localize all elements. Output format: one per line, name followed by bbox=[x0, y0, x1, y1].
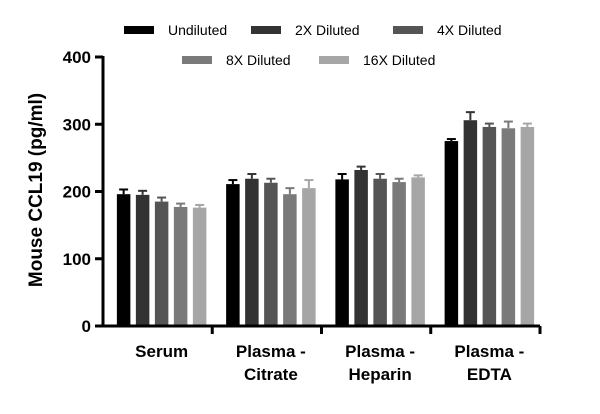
y-tick-label: 200 bbox=[63, 183, 91, 202]
legend-label: Undiluted bbox=[168, 22, 227, 38]
x-tick-label: Serum bbox=[135, 342, 188, 361]
x-tick-label: Plasma - bbox=[345, 342, 415, 361]
bar bbox=[116, 194, 131, 326]
x-tick-label: Plasma - bbox=[236, 342, 306, 361]
bar bbox=[444, 141, 459, 326]
axes-group: 0 100 200 300 400 Serum Plasma - Citrate Plasma … bbox=[63, 48, 542, 384]
bar bbox=[463, 120, 478, 326]
y-tick-label: 400 bbox=[63, 48, 91, 67]
bar bbox=[192, 207, 207, 326]
bar bbox=[264, 182, 278, 326]
bar bbox=[520, 126, 535, 326]
bar bbox=[392, 182, 406, 326]
bar bbox=[302, 188, 316, 326]
bar bbox=[373, 178, 387, 326]
legend: Undiluted 2X Diluted 4X Diluted 8X Diluted 1… bbox=[124, 22, 502, 68]
legend-label: 2X Diluted bbox=[295, 22, 360, 38]
bar bbox=[173, 206, 188, 326]
x-tick-label: EDTA bbox=[467, 365, 512, 384]
legend-label: 16X Diluted bbox=[363, 52, 435, 68]
legend-label: 4X Diluted bbox=[437, 22, 502, 38]
legend-swatch bbox=[124, 26, 154, 34]
bar bbox=[501, 128, 516, 326]
legend-label: 8X Diluted bbox=[226, 52, 291, 68]
legend-swatch bbox=[251, 26, 281, 34]
bar bbox=[354, 169, 368, 326]
bar bbox=[154, 201, 169, 326]
bar bbox=[335, 179, 349, 326]
y-tick-label: 0 bbox=[82, 317, 91, 336]
legend-swatch bbox=[182, 56, 212, 64]
y-tick-label: 300 bbox=[63, 115, 91, 134]
legend-swatch bbox=[319, 56, 349, 64]
bar bbox=[283, 194, 297, 326]
x-tick-label: Heparin bbox=[348, 365, 411, 384]
bar bbox=[411, 177, 425, 326]
y-tick-label: 100 bbox=[63, 250, 91, 269]
bar bbox=[226, 184, 240, 326]
legend-swatch bbox=[393, 26, 423, 34]
bar bbox=[482, 126, 497, 326]
x-tick-label: Plasma - bbox=[454, 342, 524, 361]
bar bbox=[245, 178, 259, 326]
x-tick-label: Citrate bbox=[244, 365, 298, 384]
bars-group bbox=[116, 111, 535, 326]
bar bbox=[135, 194, 150, 326]
y-axis-label: Mouse CCL19 (pg/ml) bbox=[26, 93, 47, 287]
